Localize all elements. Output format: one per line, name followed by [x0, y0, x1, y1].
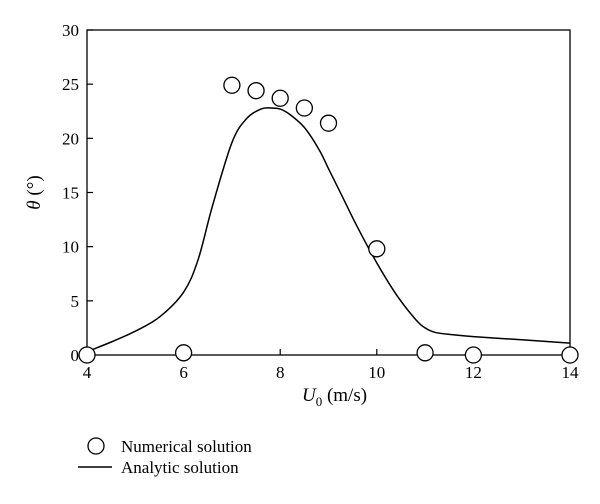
numerical-solution-markers — [78, 76, 579, 364]
x-axis-title-main: U — [302, 385, 317, 406]
legend-label-analytic: Analytic solution — [121, 458, 239, 477]
y-axis-title: θ (°) — [24, 175, 45, 209]
legend-marker-numerical — [87, 437, 105, 455]
numerical-point — [174, 344, 193, 362]
x-tick-label: 10 — [368, 363, 385, 382]
x-axis-title: U0 (m/s) — [302, 385, 367, 409]
x-axis-title-unit: (m/s) — [322, 385, 367, 406]
y-tick-label: 20 — [62, 129, 79, 148]
y-tick-label: 25 — [62, 75, 79, 94]
y-tick-label: 15 — [62, 184, 79, 203]
x-tick-label: 8 — [276, 363, 285, 382]
legend: Numerical solution Analytic solution — [78, 437, 252, 477]
numerical-point — [271, 89, 289, 107]
y-tick-label: 5 — [71, 292, 80, 311]
numerical-point — [319, 114, 338, 132]
y-tick-label: 30 — [62, 21, 79, 40]
y-axis-title-main: θ — [24, 200, 45, 209]
y-tick-label: 0 — [71, 346, 80, 365]
legend-label-numerical: Numerical solution — [121, 437, 252, 456]
numerical-point — [223, 76, 241, 94]
numerical-point — [247, 82, 265, 100]
y-axis: 0 5 10 15 20 25 30 — [62, 21, 93, 365]
plot-area: 0 5 10 15 20 25 30 4 6 8 10 12 14 — [62, 21, 579, 382]
numerical-point — [561, 346, 579, 364]
numerical-point — [295, 99, 314, 117]
x-tick-label: 12 — [465, 363, 482, 382]
numerical-point — [464, 346, 483, 364]
y-tick-label: 10 — [62, 238, 79, 257]
x-tick-label: 6 — [179, 363, 188, 382]
x-axis-title-subscript: 0 — [316, 394, 323, 409]
numerical-point — [368, 240, 386, 258]
analytic-solution-line — [86, 107, 571, 353]
x-tick-label: 4 — [83, 363, 92, 382]
x-axis: 4 6 8 10 12 14 — [83, 349, 579, 382]
y-axis-title-unit: (°) — [24, 175, 45, 200]
plot-frame — [86, 29, 571, 356]
numerical-point — [416, 344, 434, 362]
numerical-point — [78, 346, 96, 364]
x-tick-label: 14 — [562, 363, 580, 382]
